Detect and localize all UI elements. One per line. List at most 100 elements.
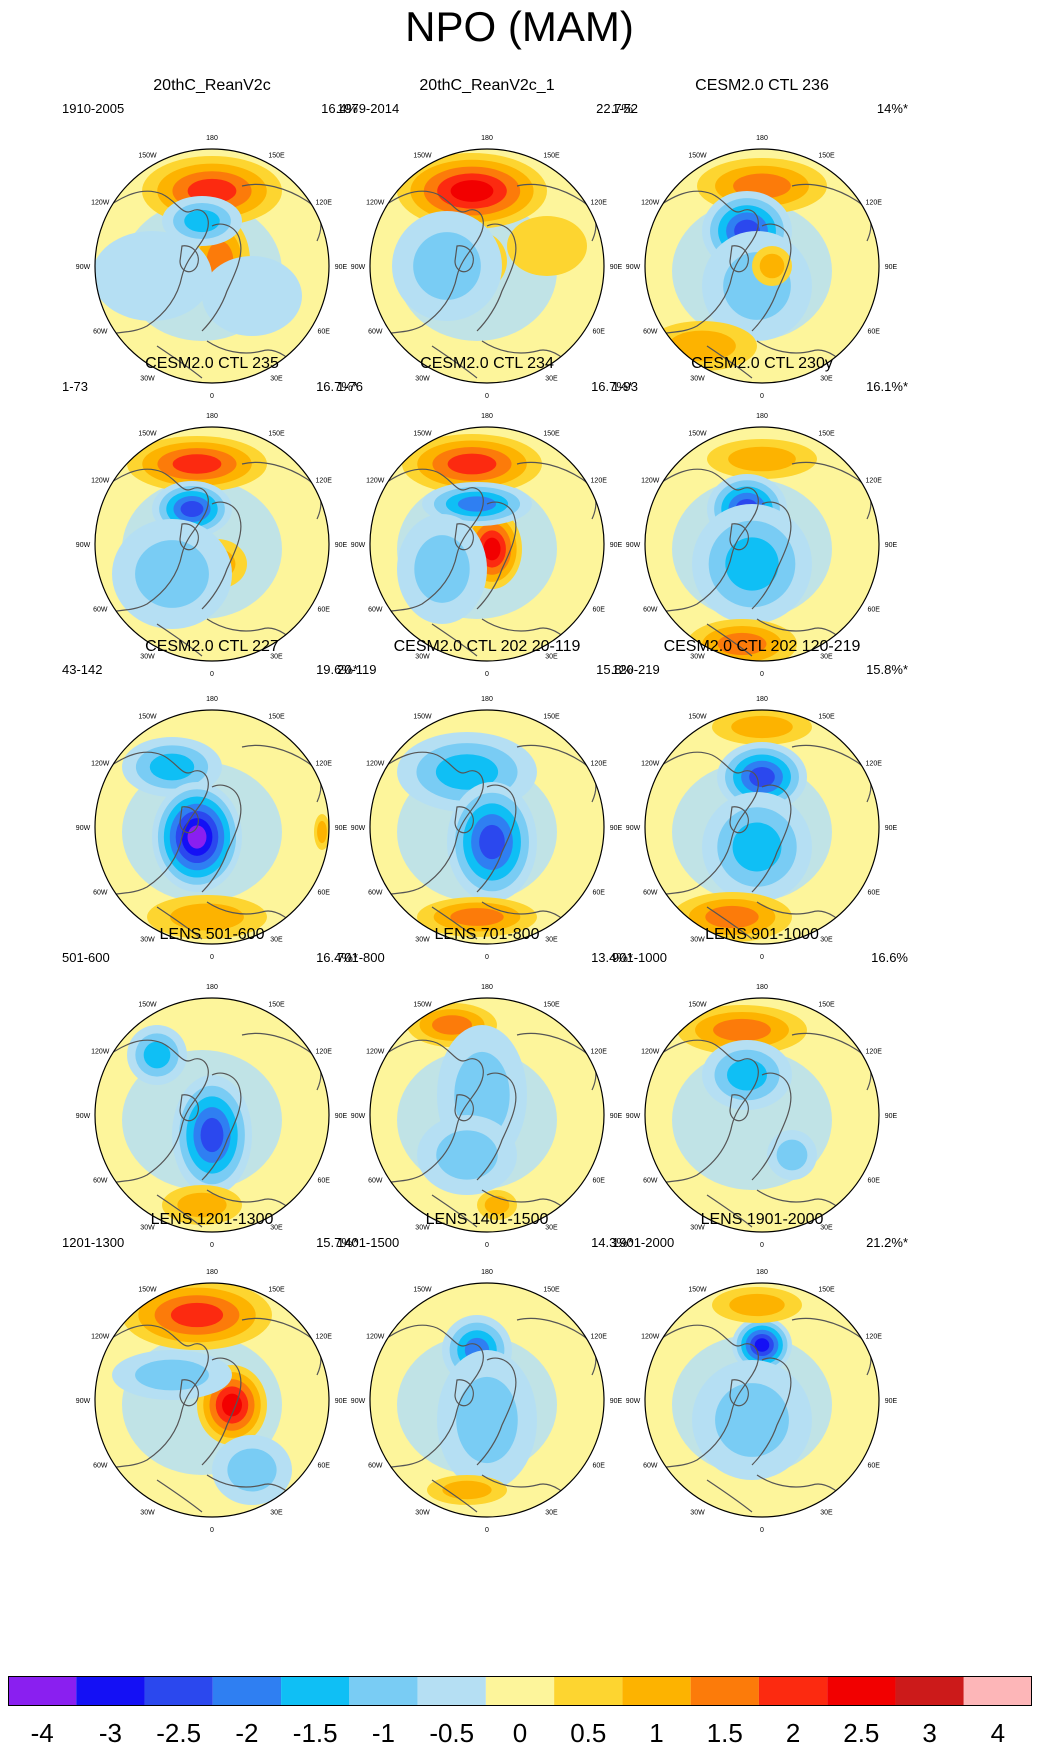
map-rim: [369, 997, 605, 1233]
longitude-label: 120E: [866, 1049, 883, 1056]
coastline: [431, 345, 478, 379]
field-contour: [317, 820, 327, 844]
longitude-label: 90E: [335, 1398, 348, 1405]
longitude-label: 60E: [317, 607, 330, 614]
longitude-label: 30W: [690, 376, 705, 383]
panel-period: 1-52: [612, 101, 639, 116]
longitude-label: 30E: [820, 654, 833, 661]
coastline: [454, 806, 474, 834]
longitude-label: 180: [756, 696, 768, 703]
coastline: [101, 751, 209, 898]
map-panel: 20thC_ReanV2c_1 1979-2014 22.7% 180 0 150E 150…: [337, 76, 637, 406]
longitude-label: 60E: [592, 1463, 605, 1470]
coastline: [706, 345, 753, 379]
longitude-label: 90E: [885, 1113, 898, 1120]
longitude-label: 60E: [867, 1463, 880, 1470]
colorbar-swatch: [349, 1676, 418, 1706]
longitude-label: 90E: [610, 542, 623, 549]
longitude-label: 150W: [138, 713, 157, 720]
coastline: [156, 345, 203, 379]
field-contour: [432, 1015, 472, 1035]
field-contour: [717, 632, 767, 656]
field-contour: [732, 822, 782, 872]
panel-title: LENS 701-800: [434, 926, 540, 943]
map-field: [370, 1283, 604, 1517]
map-field: [645, 427, 879, 661]
coastline: [516, 183, 597, 242]
longitude-label: 150E: [268, 1286, 285, 1293]
polar-map: 180 0 150E 150W 120E 120W 90E 90W 60E 60W 30E 30W: [351, 135, 623, 400]
map-rim: [94, 148, 330, 384]
longitude-label: 30W: [415, 1225, 430, 1232]
longitude-label: 120W: [641, 1049, 660, 1056]
colorbar-swatch: [485, 1676, 555, 1706]
coastline: [791, 183, 872, 242]
longitude-label: 120W: [91, 478, 110, 485]
coastline: [376, 751, 484, 898]
panel-period: 1901-2000: [612, 1235, 675, 1250]
field-contour: [450, 180, 494, 202]
longitude-label: 180: [481, 135, 493, 142]
map-rim: [369, 426, 605, 662]
map-rim: [94, 426, 330, 662]
map-panel: CESM2.0 CTL 227 43-142 19.6%* 180 0 150E 150W 1…: [62, 637, 362, 967]
longitude-label: 150E: [818, 713, 835, 720]
polar-map: 180 0 150E 150W 120E 120W 90E 90W 60E 60W 30E 30W: [351, 696, 623, 961]
field-contour: [479, 824, 505, 860]
longitude-label: 120E: [591, 1049, 608, 1056]
main-title: NPO (MAM): [405, 3, 634, 50]
map-rim: [94, 1282, 330, 1518]
field-contour: [749, 767, 775, 787]
longitude-label: 30E: [820, 1510, 833, 1517]
panel-variance: 15.8%: [596, 662, 633, 677]
polar-map: 180 0 150E 150W 120E 120W 90E 90W 60E 60W 30E 30W: [626, 413, 898, 678]
longitude-label: 30W: [690, 654, 705, 661]
longitude-label: 60E: [867, 329, 880, 336]
coastline: [156, 623, 203, 657]
longitude-label: 0: [760, 671, 764, 678]
coastline: [156, 1194, 203, 1228]
longitude-label: 120W: [366, 1334, 385, 1341]
longitude-label: 30E: [820, 1225, 833, 1232]
longitude-label: 180: [481, 984, 493, 991]
field-contour: [187, 825, 207, 849]
longitude-label: 90E: [335, 825, 348, 832]
coastline: [651, 190, 759, 337]
coastline: [431, 623, 478, 657]
map-panel: LENS 1401-1500 1401-1500 14.3%* 180 0 150E 150…: [337, 1210, 637, 1540]
field-contour: [414, 535, 470, 603]
coastlines: [651, 461, 872, 657]
coastline: [241, 1032, 322, 1091]
coastline: [241, 1317, 322, 1376]
longitude-label: 150W: [138, 152, 157, 159]
coastline: [431, 1479, 478, 1513]
longitude-label: 30E: [270, 1225, 283, 1232]
coastlines: [101, 461, 322, 657]
longitude-label: 150W: [688, 430, 707, 437]
field-contour: [729, 1293, 785, 1317]
longitude-label: 150W: [413, 430, 432, 437]
polar-map: 180 0 150E 150W 120E 120W 90E 90W 60E 60W 30E 30W: [76, 1269, 348, 1534]
longitude-label: 60E: [867, 1178, 880, 1185]
colorbar-tick-label: -2.5: [156, 1718, 201, 1748]
map-field: [95, 1283, 329, 1517]
longitude-label: 150W: [413, 1286, 432, 1293]
longitude-label: 30E: [545, 1225, 558, 1232]
longitude-label: 180: [756, 413, 768, 420]
coastline: [156, 1479, 203, 1513]
panel-variance: 14%*: [876, 101, 908, 116]
colorbar-tick-label: 0: [513, 1718, 527, 1748]
panel-title: 20thC_ReanV2c: [153, 77, 271, 94]
coastline: [706, 1194, 753, 1228]
panel-period: 1-93: [612, 379, 639, 394]
longitude-label: 150E: [543, 1286, 560, 1293]
map-rim: [369, 148, 605, 384]
longitude-label: 60W: [643, 1463, 658, 1470]
map-panel: CESM2.0 CTL 235 1-73 16.7%* 180 0 150E 150W 120…: [62, 354, 362, 684]
longitude-label: 90W: [626, 542, 641, 549]
field-contour: [135, 540, 209, 608]
longitude-label: 90E: [610, 1113, 623, 1120]
longitude-label: 150E: [268, 430, 285, 437]
coastline: [729, 523, 749, 551]
polar-map: 180 0 150E 150W 120E 120W 90E 90W 60E 60W 30E 30W: [351, 1269, 623, 1534]
